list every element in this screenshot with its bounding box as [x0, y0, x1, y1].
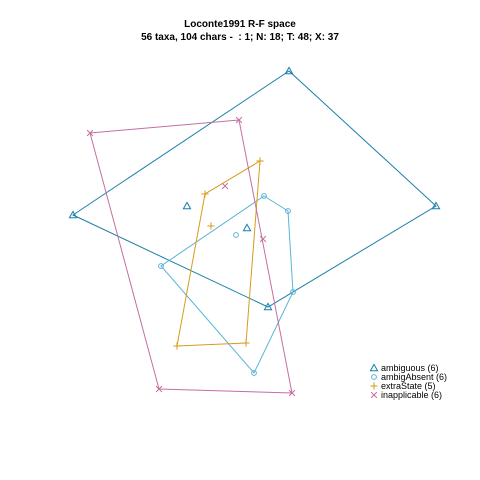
point-ambiguous-5 [182, 201, 192, 210]
points-layer [68, 66, 441, 397]
chart-title: Loconte1991 R-F space [184, 19, 296, 30]
legend-label-ambiguous: ambiguous (6) [381, 363, 439, 373]
chart-subtitle: 56 taxa, 104 chars - : 1; N: 18; T: 48; … [141, 32, 339, 43]
legend-marker-ambiguous [369, 363, 379, 372]
hull-layer [71, 70, 437, 394]
hull-ambigabsent [160, 195, 294, 374]
point-extrastate-5 [207, 222, 215, 230]
point-ambigabsent-5 [158, 263, 164, 269]
point-ambigabsent-2 [285, 208, 291, 214]
point-ambiguous-6 [242, 223, 252, 232]
point-inapplicable-4 [155, 385, 163, 393]
hull-extrastate [176, 160, 261, 347]
legend: ambiguous (6)ambigAbsent (6)extraState (… [369, 363, 447, 400]
point-ambiguous-1 [284, 66, 294, 75]
point-extrastate-3 [173, 342, 181, 350]
point-ambiguous-3 [68, 210, 78, 219]
point-inapplicable-2 [235, 116, 243, 124]
legend-marker-inapplicable [370, 391, 378, 399]
legend-label-inapplicable: inapplicable (6) [381, 390, 442, 400]
hull-ambiguous [71, 70, 437, 308]
legend-marker-ambigabsent [371, 374, 377, 380]
legend-label-extrastate: extraState (5) [381, 381, 436, 391]
point-extrastate-4 [242, 339, 250, 347]
point-ambiguous-2 [431, 201, 441, 210]
point-ambigabsent-1 [261, 193, 267, 199]
point-ambigabsent-4 [251, 370, 257, 376]
point-inapplicable-1 [86, 129, 94, 137]
point-extrastate-1 [256, 157, 264, 165]
point-extrastate-2 [201, 190, 209, 198]
point-inapplicable-6 [259, 235, 267, 243]
point-ambigabsent-6 [233, 232, 239, 238]
point-inapplicable-3 [288, 389, 296, 397]
legend-label-ambigabsent: ambigAbsent (6) [381, 372, 447, 382]
point-ambigabsent-3 [290, 289, 296, 295]
legend-marker-extrastate [370, 382, 378, 390]
point-inapplicable-5 [221, 182, 229, 190]
point-ambiguous-4 [263, 302, 273, 311]
